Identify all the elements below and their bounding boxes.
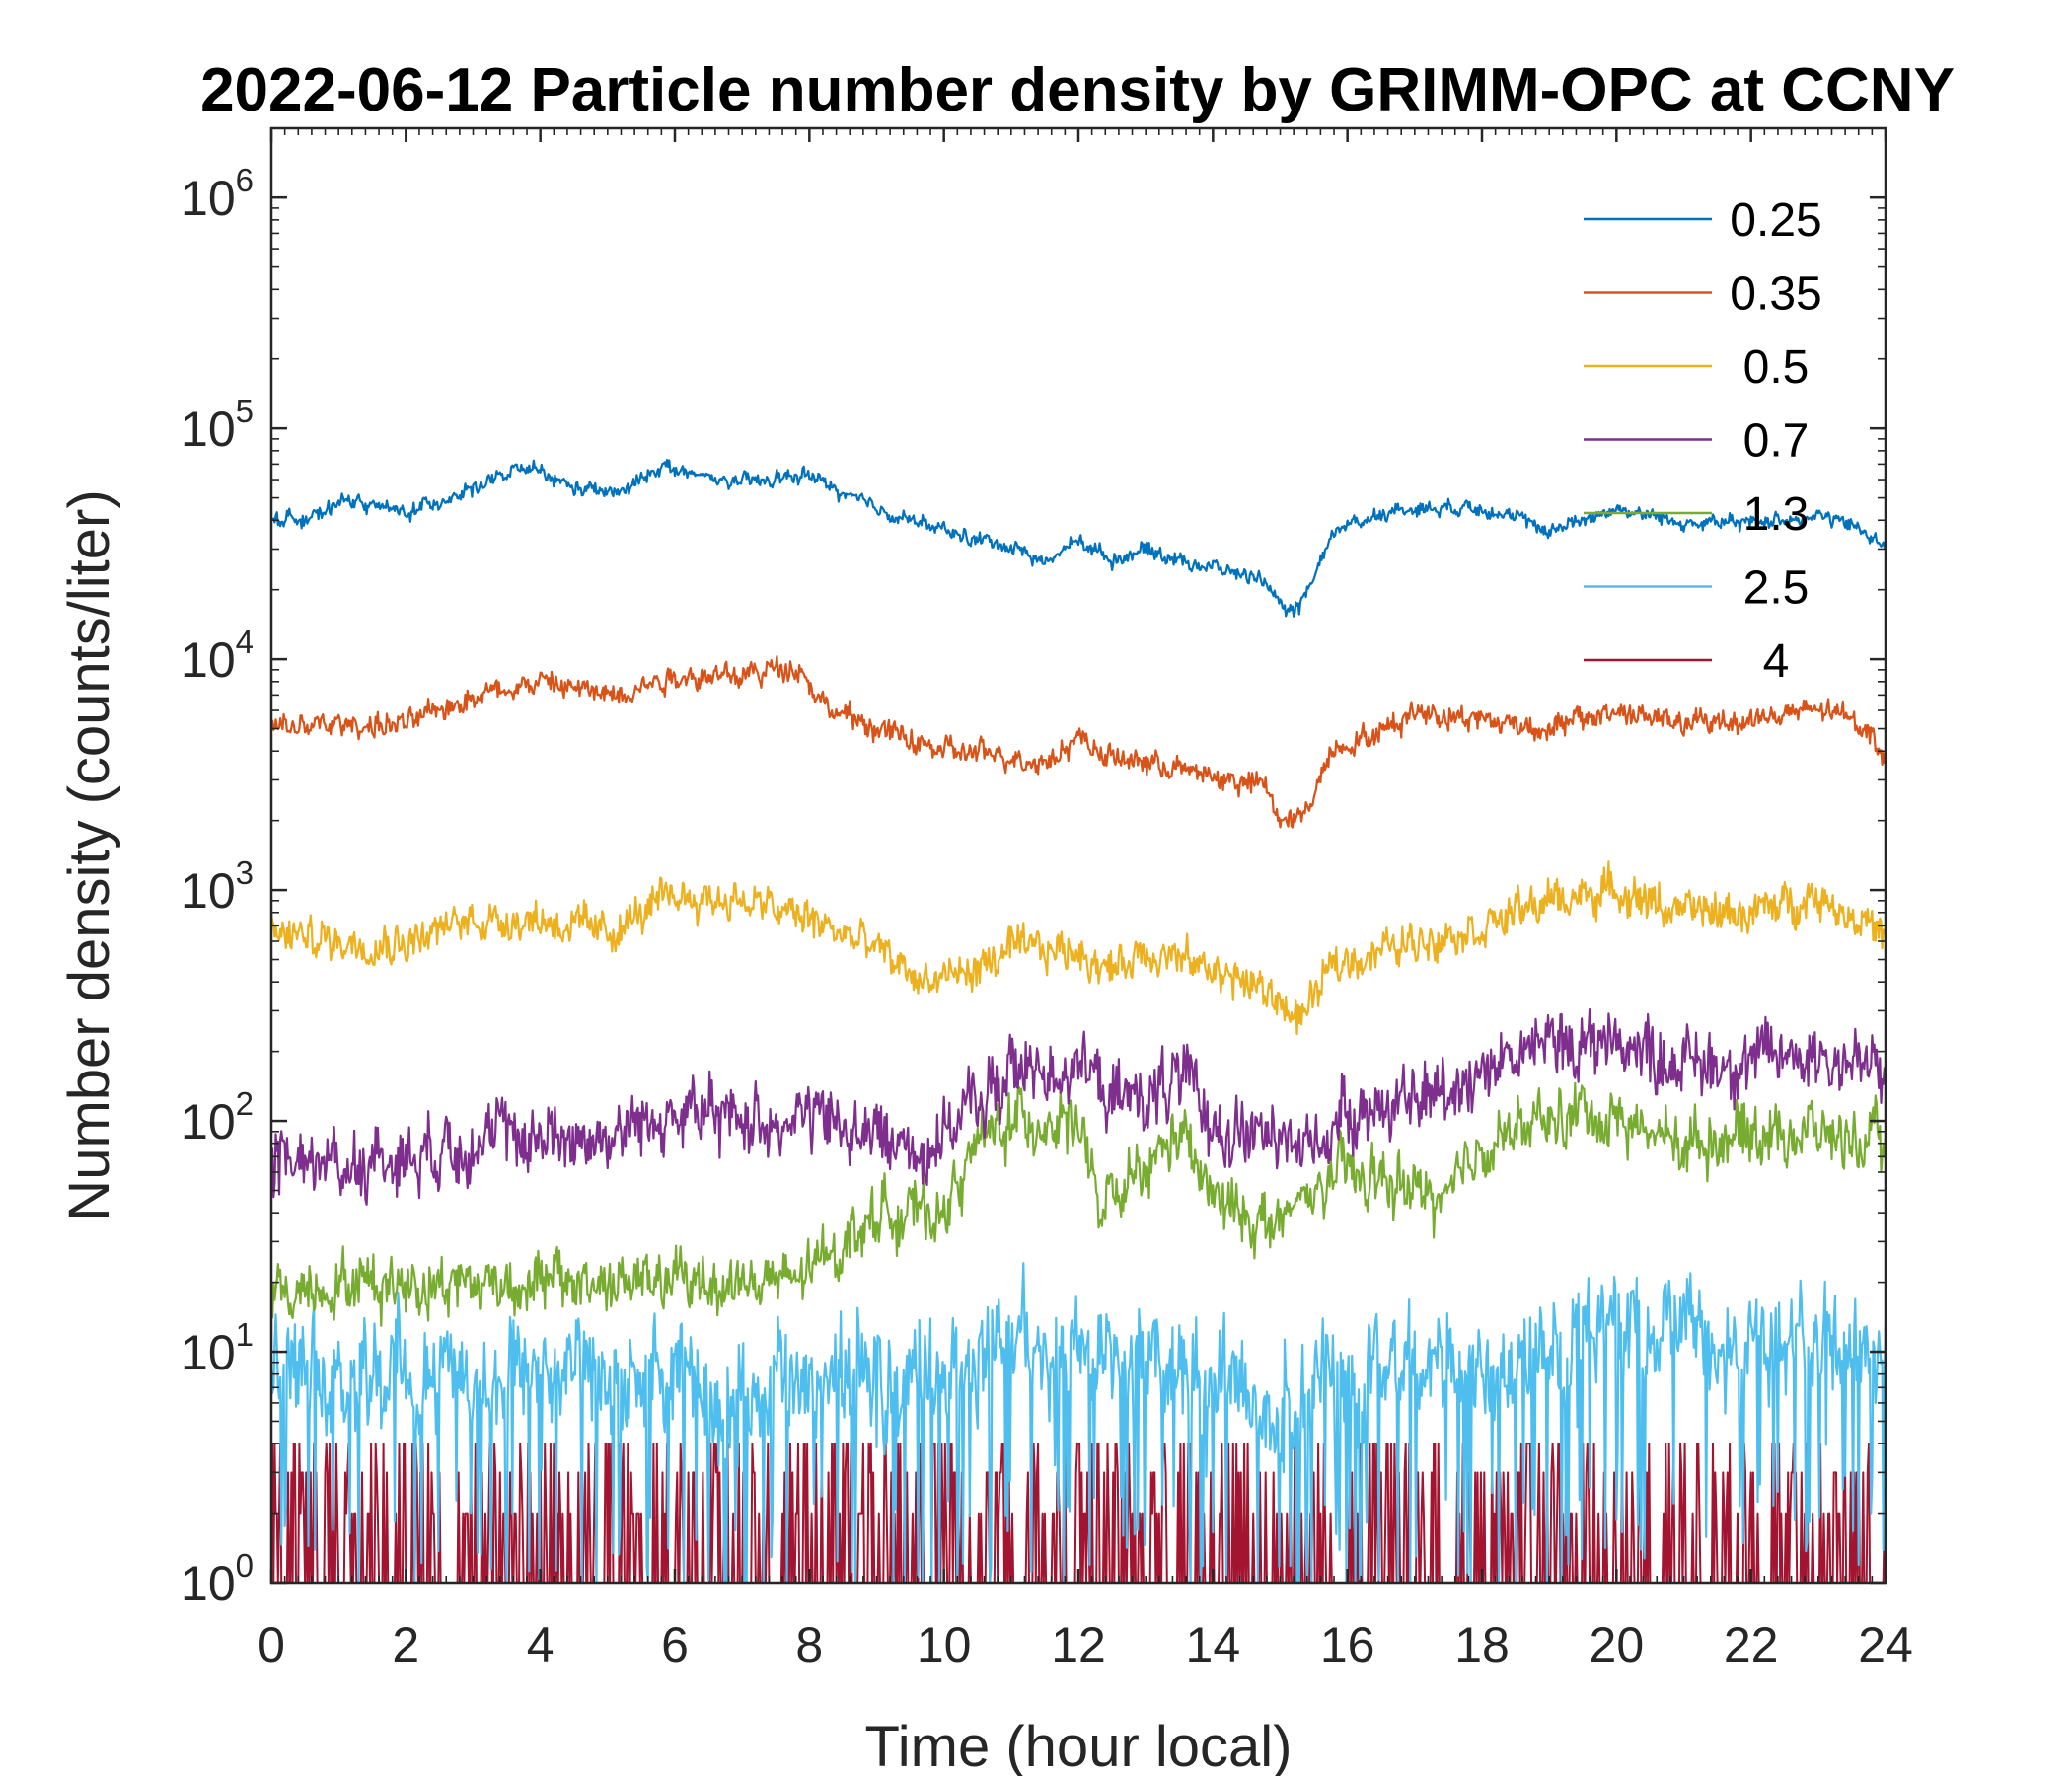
legend: 0.25 0.35 0.5 0.7 1.3 2.5 4	[1584, 194, 1822, 688]
x-tick-label: 20	[1590, 1617, 1645, 1672]
x-tick-label: 10	[917, 1617, 972, 1672]
series-line-2_5	[269, 1262, 1887, 1585]
y-tick-label: 105	[181, 393, 254, 457]
series-line-1_3	[270, 1081, 1887, 1327]
legend-label: 4	[1763, 635, 1790, 688]
x-tick-label: 8	[795, 1617, 823, 1672]
plot-frame	[269, 126, 1887, 1585]
legend-label: 1.3	[1743, 488, 1810, 541]
x-tick-label: 14	[1186, 1617, 1241, 1672]
legend-label: 2.5	[1743, 562, 1810, 615]
series-line-0_7	[269, 1007, 1887, 1206]
x-tick-label: 6	[661, 1617, 689, 1672]
legend-label: 0.25	[1730, 194, 1821, 247]
y-tick-label: 103	[181, 854, 254, 919]
y-tick-label: 100	[181, 1547, 254, 1611]
chart-title: 2022-06-12 Particle number density by GR…	[200, 56, 1955, 124]
x-tick-label: 2	[392, 1617, 419, 1672]
x-tick-label: 16	[1320, 1617, 1375, 1672]
x-tick-label: 24	[1858, 1617, 1913, 1672]
x-tick-label: 0	[258, 1617, 285, 1672]
series-line-0_5	[269, 860, 1887, 1036]
legend-label: 0.5	[1743, 341, 1810, 394]
y-tick-label: 102	[181, 1085, 254, 1149]
y-tick-label: 101	[181, 1316, 254, 1380]
legend-label: 0.7	[1743, 415, 1810, 468]
x-axis-label: Time (hour local)	[865, 1715, 1293, 1776]
y-tick-label: 106	[181, 162, 254, 226]
series-line-0_25	[270, 459, 1887, 618]
series-layer	[269, 459, 1887, 1585]
x-tick-label: 4	[527, 1617, 555, 1672]
x-tick-label: 18	[1454, 1617, 1510, 1672]
series-line-0_35	[269, 654, 1887, 829]
x-tick-label: 12	[1051, 1617, 1106, 1672]
y-axis-label: Number density (counts/liter)	[57, 489, 121, 1221]
x-tick-label: 22	[1724, 1617, 1779, 1672]
legend-label: 0.35	[1730, 268, 1821, 321]
y-tick-label: 104	[181, 624, 254, 688]
